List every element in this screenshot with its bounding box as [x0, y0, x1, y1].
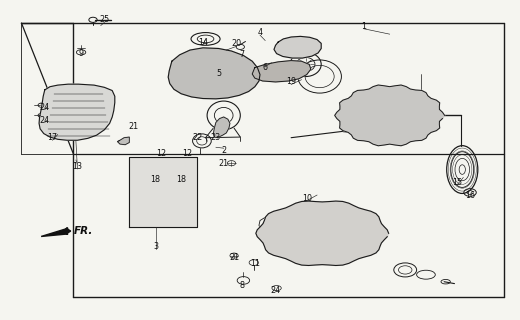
- Text: 12: 12: [183, 149, 192, 158]
- Text: 24: 24: [40, 116, 50, 125]
- Text: 15: 15: [452, 178, 462, 187]
- Polygon shape: [252, 60, 311, 82]
- Text: 21: 21: [229, 253, 239, 262]
- Text: 8: 8: [239, 281, 244, 290]
- Polygon shape: [118, 137, 129, 145]
- Polygon shape: [213, 117, 230, 138]
- Polygon shape: [335, 85, 445, 146]
- Text: 12: 12: [157, 149, 166, 158]
- Polygon shape: [41, 228, 71, 236]
- Text: 24: 24: [40, 103, 50, 112]
- Polygon shape: [129, 157, 197, 227]
- Text: 19: 19: [286, 77, 296, 86]
- Text: 3: 3: [154, 242, 159, 251]
- Polygon shape: [168, 48, 260, 99]
- Text: 18: 18: [176, 175, 186, 184]
- Text: 11: 11: [250, 259, 260, 268]
- Text: 6: 6: [263, 63, 268, 72]
- Text: 14: 14: [198, 38, 208, 47]
- Text: 9: 9: [79, 49, 84, 58]
- Text: 25: 25: [99, 15, 110, 24]
- Text: 21: 21: [128, 122, 138, 131]
- Text: 24: 24: [270, 286, 281, 295]
- Text: 17: 17: [47, 133, 58, 142]
- Polygon shape: [39, 84, 115, 140]
- Text: 21: 21: [218, 159, 229, 168]
- Text: 7: 7: [239, 50, 244, 59]
- Text: 22: 22: [192, 133, 203, 142]
- Text: 2: 2: [221, 146, 226, 155]
- Text: 16: 16: [465, 190, 475, 200]
- Text: 5: 5: [216, 69, 221, 78]
- Text: 13: 13: [72, 162, 83, 171]
- Text: 18: 18: [150, 175, 160, 184]
- Text: 23: 23: [211, 133, 221, 142]
- Text: 1: 1: [361, 22, 366, 31]
- Polygon shape: [256, 201, 388, 266]
- Text: FR.: FR.: [73, 226, 93, 236]
- Text: 10: 10: [302, 194, 311, 203]
- Text: 20: 20: [231, 39, 242, 48]
- Polygon shape: [274, 36, 321, 58]
- Text: 4: 4: [257, 28, 263, 37]
